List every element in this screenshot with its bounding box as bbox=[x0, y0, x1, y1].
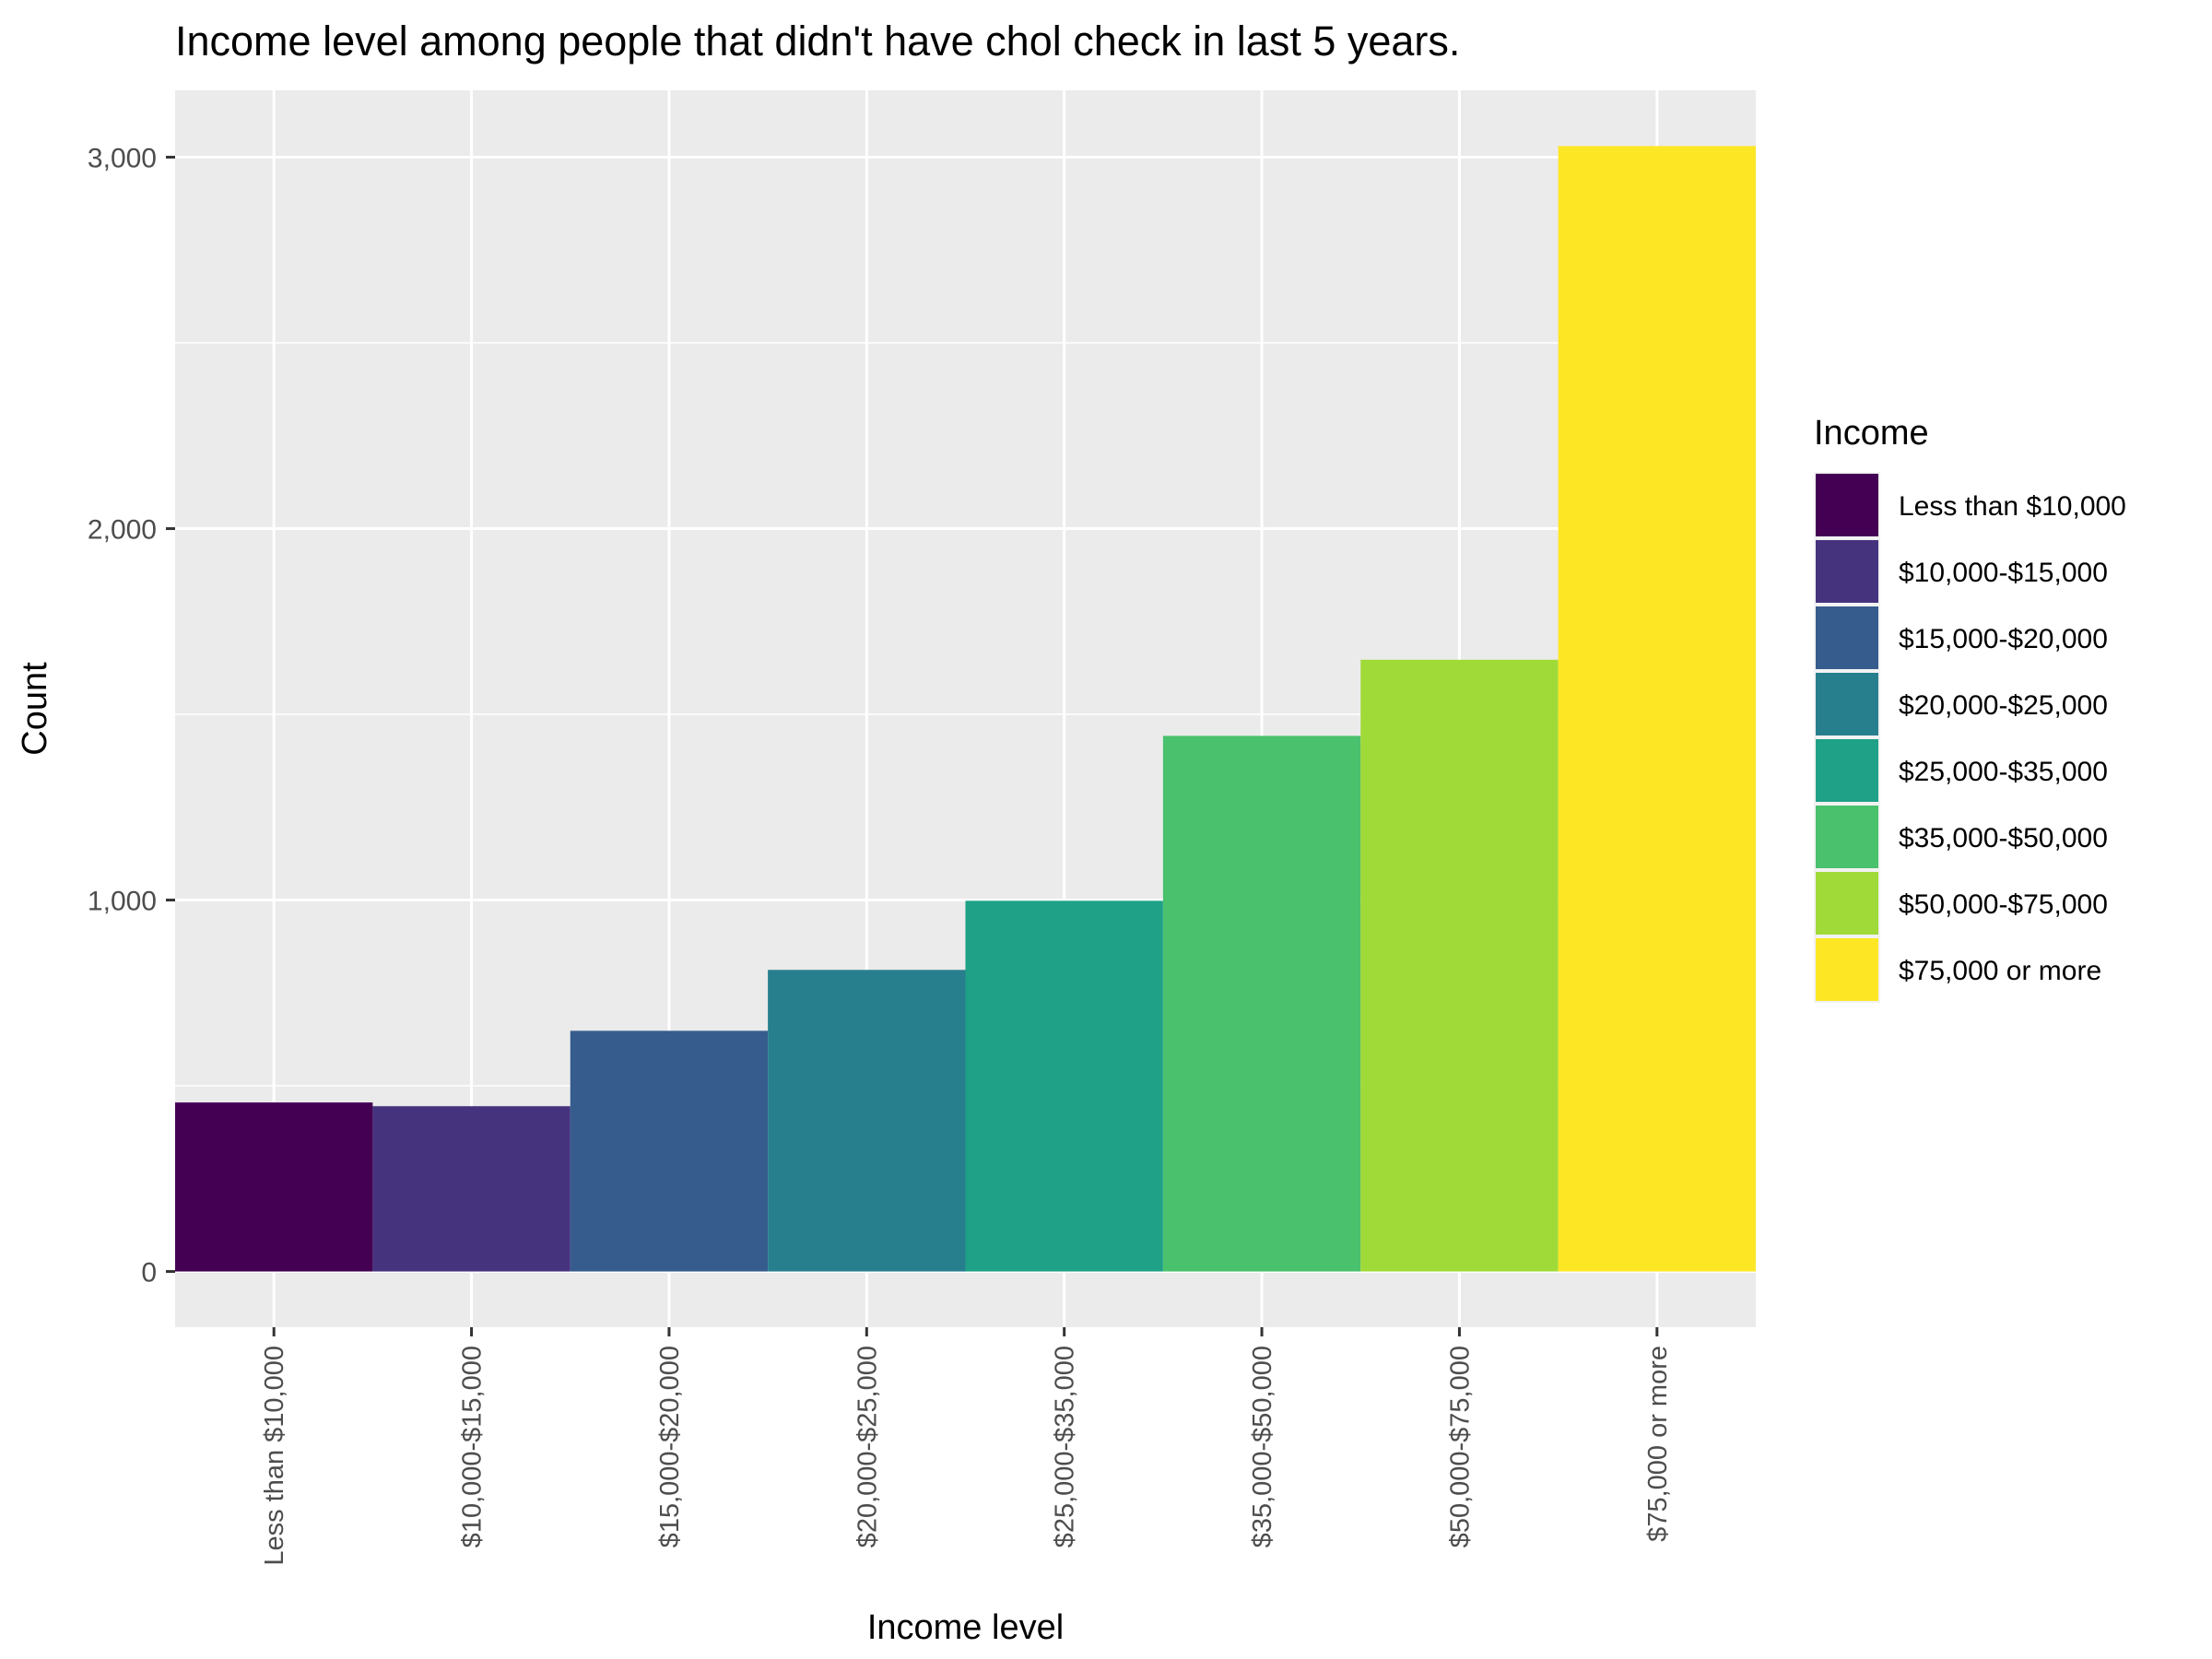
legend-title: Income bbox=[1814, 414, 1929, 453]
bar bbox=[372, 1106, 571, 1272]
legend-swatch bbox=[1816, 806, 1878, 868]
x-tick-label: $25,000-$35,000 bbox=[1051, 1346, 1080, 1547]
legend-label: $25,000-$35,000 bbox=[1899, 757, 2108, 787]
y-tick-label: 2,000 bbox=[88, 515, 157, 546]
legend-swatch bbox=[1816, 606, 1878, 669]
x-axis-label: Income level bbox=[867, 1608, 1064, 1647]
legend-label: $15,000-$20,000 bbox=[1899, 624, 2108, 654]
bar bbox=[768, 970, 966, 1272]
legend-swatch bbox=[1816, 540, 1878, 603]
y-tick-label: 0 bbox=[141, 1258, 157, 1288]
x-tick-label: $75,000 or more bbox=[1643, 1346, 1673, 1542]
y-tick-label: 1,000 bbox=[88, 887, 157, 917]
x-tick-label: Less than $10,000 bbox=[260, 1346, 289, 1566]
bar bbox=[175, 1102, 373, 1272]
bar bbox=[1360, 659, 1559, 1272]
bar bbox=[1162, 735, 1361, 1272]
bar bbox=[1558, 146, 1756, 1272]
y-axis-label: Count bbox=[16, 662, 54, 756]
legend-label: $35,000-$50,000 bbox=[1899, 823, 2108, 853]
legend-items: Less than $10,000 $10,000-$15,000 $15,000-… bbox=[1814, 472, 2126, 1003]
x-axis: Less than $10,000 $10,000-$15,000 $15,000-… bbox=[260, 1327, 1673, 1566]
legend-label: $75,000 or more bbox=[1899, 956, 2101, 986]
legend-label: $50,000-$75,000 bbox=[1899, 889, 2108, 920]
x-tick-label: $10,000-$15,000 bbox=[458, 1346, 488, 1547]
legend-swatch bbox=[1816, 673, 1878, 735]
x-tick-label: $50,000-$75,000 bbox=[1445, 1346, 1475, 1547]
bar bbox=[570, 1030, 769, 1272]
chart-title: Income level among people that didn't ha… bbox=[175, 18, 1460, 65]
x-tick-label: $35,000-$50,000 bbox=[1248, 1346, 1277, 1547]
legend-label: $10,000-$15,000 bbox=[1899, 558, 2108, 588]
legend-swatch bbox=[1816, 872, 1878, 935]
legend-swatch bbox=[1816, 739, 1878, 802]
bars-group bbox=[175, 146, 1756, 1272]
y-axis: 0 1,000 2,000 3,000 bbox=[88, 144, 175, 1288]
legend-label: Less than $10,000 bbox=[1899, 491, 2126, 522]
legend: Income Less than $10,000 $10,000-$15,000 $… bbox=[1814, 414, 2126, 1003]
legend-label: $20,000-$25,000 bbox=[1899, 690, 2108, 721]
x-tick-label: $20,000-$25,000 bbox=[853, 1346, 882, 1547]
legend-swatch bbox=[1816, 474, 1878, 536]
y-tick-label: 3,000 bbox=[88, 144, 157, 174]
x-tick-label: $15,000-$20,000 bbox=[655, 1346, 685, 1547]
legend-swatch bbox=[1816, 938, 1878, 1001]
bar bbox=[965, 900, 1163, 1272]
